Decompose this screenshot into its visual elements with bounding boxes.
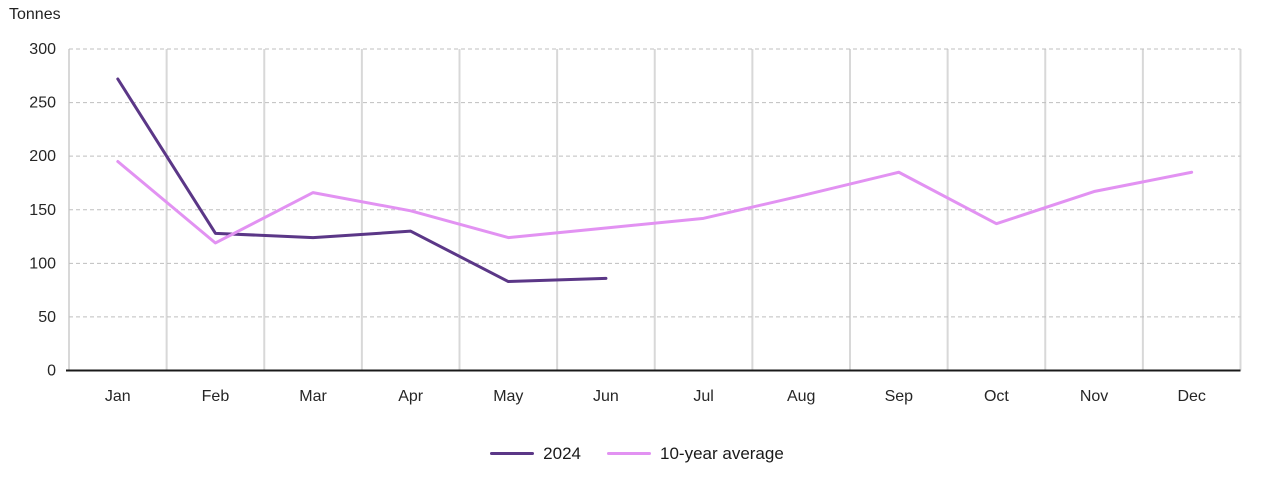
x-tick-label: Oct	[984, 388, 1009, 405]
series-line-2024	[116, 77, 608, 284]
x-tick-label: Nov	[1080, 388, 1108, 405]
x-tick-label: May	[493, 388, 523, 405]
x-tick-label: Apr	[398, 388, 424, 405]
x-tick-label: Dec	[1177, 388, 1205, 405]
y-tick-label: 300	[29, 41, 56, 58]
x-tick-label: Sep	[885, 388, 914, 405]
x-tick-label: Feb	[202, 388, 230, 405]
y-axis-title: Tonnes	[9, 6, 61, 23]
line-chart: 0 50 100 150 200 250 300 Jan Feb Mar Apr May Jun Jul A…	[29, 41, 1242, 405]
y-tick-label: 200	[29, 148, 56, 165]
y-tick-label: 250	[29, 95, 56, 112]
x-tick-label: Aug	[787, 388, 815, 405]
series-line-10-year-average	[116, 160, 1194, 245]
x-tick-label: Jun	[593, 388, 619, 405]
legend-swatch-10-year-average	[607, 451, 651, 455]
x-tick-label: Jul	[693, 388, 713, 405]
legend-item-2024: 2024	[490, 445, 581, 462]
y-tick-label: 0	[47, 363, 56, 380]
y-tick-label: 150	[29, 202, 56, 219]
legend-label-2024: 2024	[543, 443, 581, 463]
y-tick-label: 100	[29, 255, 56, 272]
legend: 2024 10-year average	[0, 439, 1274, 467]
x-tick-label: Mar	[299, 388, 327, 405]
legend-swatch-2024	[490, 451, 535, 455]
x-tick-label: Jan	[105, 388, 131, 405]
y-tick-label: 50	[38, 309, 56, 326]
legend-item-10-year-average: 10-year average	[607, 445, 784, 462]
legend-label-10-year-average: 10-year average	[660, 443, 784, 463]
